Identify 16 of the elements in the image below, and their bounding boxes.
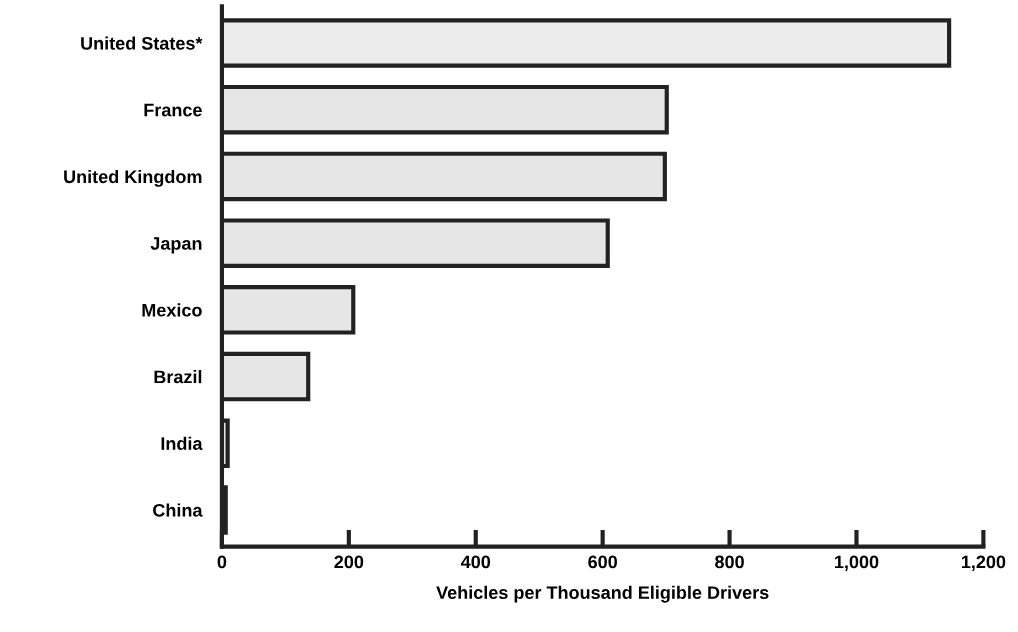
y-tick-label: United States*: [81, 36, 203, 50]
x-tick-label: 1,200: [961, 555, 1006, 571]
y-tick-label: United Kingdom: [64, 169, 202, 187]
y-tick-label: Japan: [150, 237, 202, 254]
x-tick-label: 400: [460, 555, 491, 569]
x-tick-label: 1,000: [835, 555, 879, 571]
x-axis-title: Vehicles per Thousand Eligible Drivers: [436, 585, 769, 603]
y-tick-label: France: [144, 103, 202, 117]
x-tick-label: 200: [334, 555, 364, 569]
x-tick-label: 600: [588, 555, 617, 569]
y-tick-label: Brazil: [154, 370, 202, 384]
y-tick-label: Mexico: [142, 303, 202, 317]
y-tick-label: India: [161, 436, 203, 450]
x-tick-label: 800: [715, 555, 744, 569]
x-tick-label: 0: [217, 555, 227, 569]
y-tick-label: China: [153, 503, 203, 517]
